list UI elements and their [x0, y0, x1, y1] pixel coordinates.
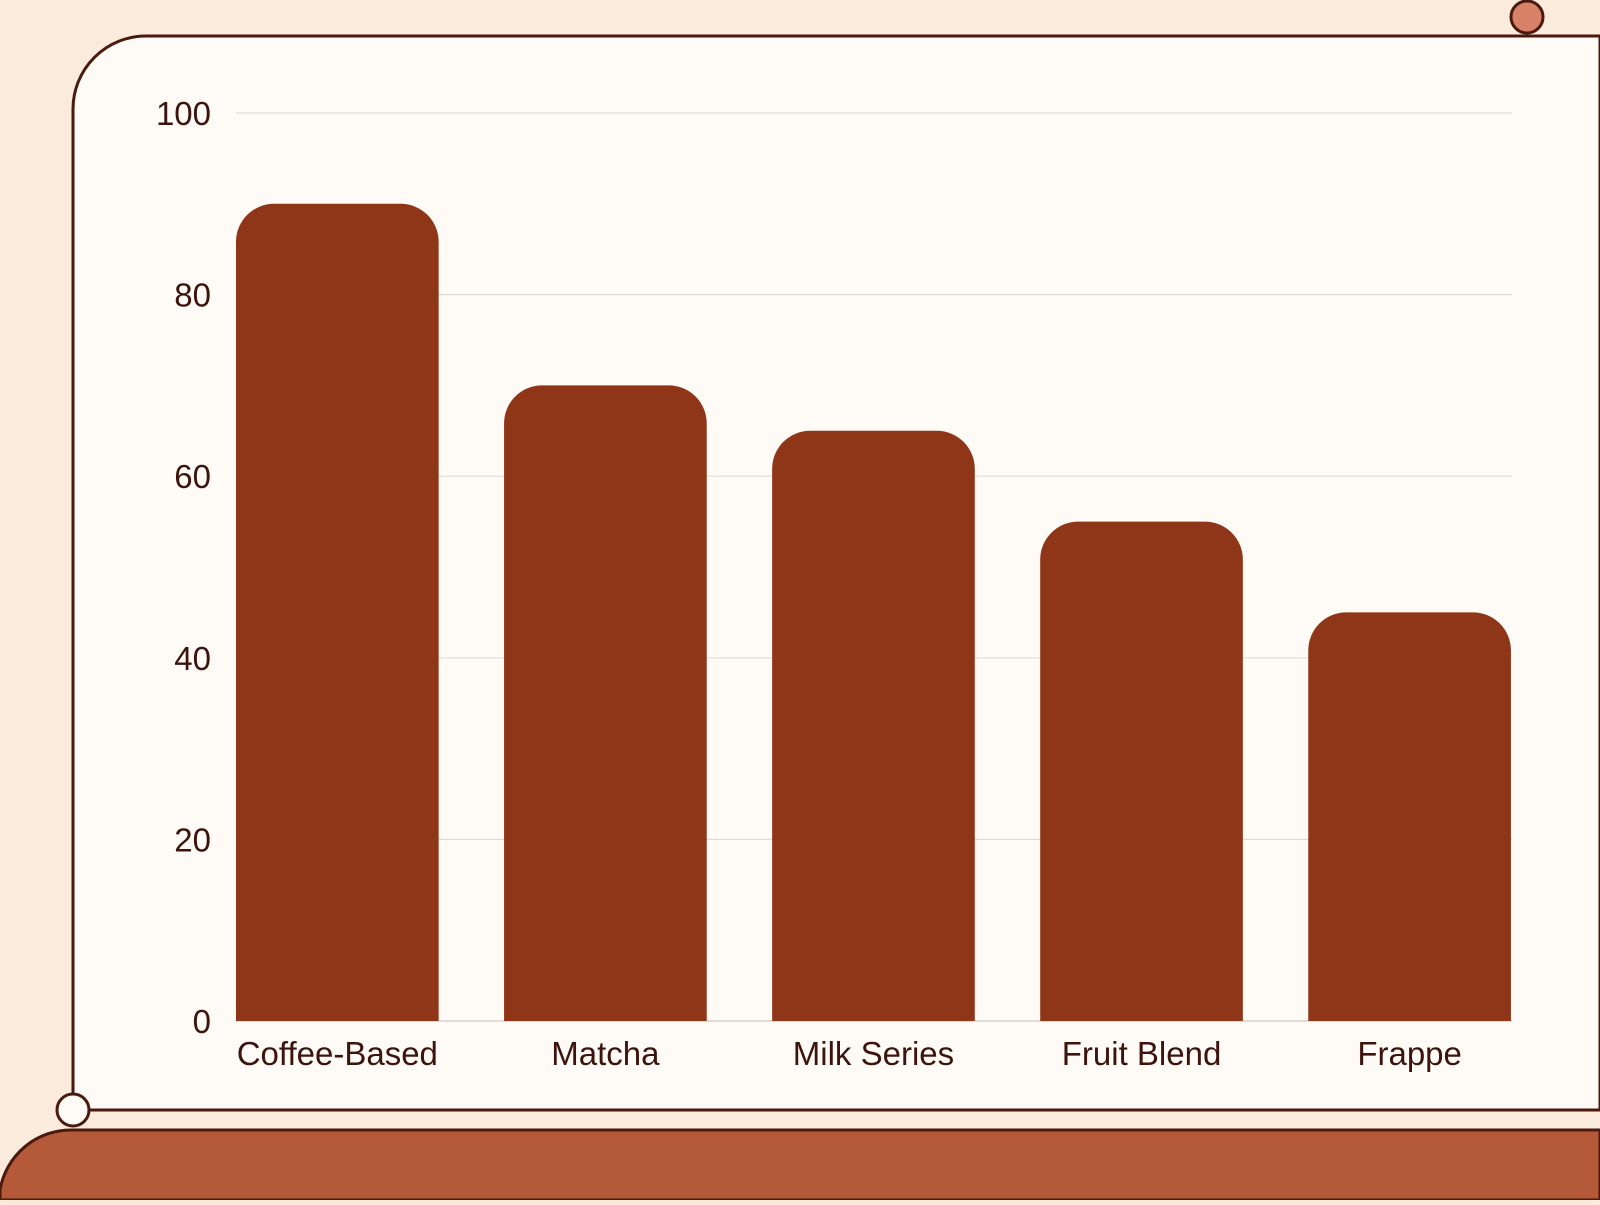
bar-frappe	[1308, 612, 1511, 1021]
bar-matcha	[504, 385, 707, 1021]
y-tick-label: 0	[193, 1003, 211, 1040]
bar-coffee-based	[236, 203, 439, 1022]
decorative-dot-bottom-left	[55, 1092, 91, 1128]
bars	[236, 203, 1511, 1022]
decorative-dot-top-right	[1509, 0, 1545, 35]
y-tick-label: 80	[174, 277, 211, 314]
y-tick-label: 40	[174, 640, 211, 677]
y-tick-label: 20	[174, 821, 211, 858]
x-category-label: Coffee-Based	[237, 1035, 438, 1072]
bar-fruit-blend	[1040, 521, 1243, 1021]
y-tick-label: 100	[156, 95, 211, 132]
x-category-label: Milk Series	[793, 1035, 954, 1072]
footer-band	[0, 1128, 1600, 1202]
bar-milk-series	[772, 430, 975, 1021]
x-category-label: Matcha	[551, 1035, 660, 1072]
x-axis-category-labels: Coffee-Based Matcha Milk Series Fruit Blend…	[237, 1035, 1462, 1072]
x-category-label: Fruit Blend	[1062, 1035, 1222, 1072]
y-axis-tick-labels: 0 20 40 60 80 100	[156, 95, 211, 1040]
y-tick-label: 60	[174, 458, 211, 495]
x-category-label: Frappe	[1357, 1035, 1462, 1072]
